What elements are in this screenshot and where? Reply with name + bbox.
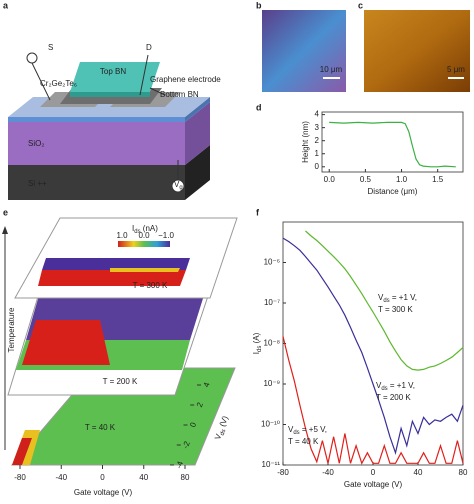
panel-label: a bbox=[3, 0, 9, 10]
scale-label: 5 μm bbox=[447, 65, 465, 74]
panel-label: d bbox=[256, 102, 262, 112]
plane-label: T = 40 K bbox=[85, 423, 116, 432]
x-tick-label: -80 bbox=[277, 468, 289, 477]
gate-label: Vg bbox=[174, 180, 183, 190]
colorbar-title: Ids (nA) bbox=[132, 224, 158, 234]
y-tick-label: 10⁻⁹ bbox=[263, 379, 280, 388]
annotation: T = 200 K bbox=[376, 393, 411, 402]
x-tick-label: 0 bbox=[100, 473, 105, 482]
annotation-part: ds bbox=[381, 386, 387, 392]
y-tick-label: 10⁻⁶ bbox=[264, 258, 280, 267]
annotation: T = 300 K bbox=[378, 305, 413, 314]
annotation: T = 40 K bbox=[288, 437, 319, 446]
annotation: Vds = +1 V, bbox=[376, 381, 415, 391]
axis-label: Vds (V) bbox=[213, 414, 231, 441]
annotation-part: V bbox=[378, 293, 384, 302]
colorbar-title-part: (nA) bbox=[141, 224, 159, 233]
y-axis-label: Height (nm) bbox=[301, 121, 310, 163]
colorbar-title-part: I bbox=[132, 224, 134, 233]
map-3d bbox=[2, 217, 238, 466]
y-axis-label-part: ds bbox=[257, 346, 263, 352]
annotation: Vds = +5 V, bbox=[288, 425, 327, 435]
x-tick-label: 80 bbox=[459, 468, 468, 477]
colorbar-title-part: ds bbox=[134, 229, 140, 235]
y-tick-label: -4 bbox=[174, 459, 185, 469]
plot-frame bbox=[321, 111, 464, 173]
terminal-label: D bbox=[146, 43, 152, 52]
y-tick-label: 10⁻⁸ bbox=[264, 339, 281, 348]
x-tick-label: 40 bbox=[414, 468, 423, 477]
annotation-part: = +1 V, bbox=[390, 293, 417, 302]
gate-label-part: g bbox=[179, 185, 182, 191]
y-tick-label: 2 bbox=[195, 401, 205, 409]
layer-label: Top BN bbox=[100, 67, 126, 76]
y-tick-label: 3 bbox=[315, 123, 320, 132]
y-tick-label: 4 bbox=[202, 381, 212, 389]
x-axis-label: Gate voltage (V) bbox=[344, 480, 403, 489]
data-line bbox=[282, 237, 464, 455]
scale-label: 10 μm bbox=[320, 65, 343, 74]
axis-label-part: ds bbox=[219, 428, 227, 436]
y-axis-label-part: (A) bbox=[252, 332, 261, 345]
panel-label: f bbox=[256, 207, 260, 217]
device-schematic bbox=[8, 52, 210, 200]
panel-label: b bbox=[256, 0, 262, 10]
annotation-part: ds bbox=[383, 298, 389, 304]
axis-label: Temperature bbox=[7, 307, 16, 352]
y-tick-label: 2 bbox=[315, 136, 320, 145]
x-tick-label: 0.5 bbox=[360, 175, 372, 184]
layer-label: Graphene electrode bbox=[150, 75, 221, 84]
x-tick-label: 80 bbox=[181, 473, 190, 482]
y-tick-label: 4 bbox=[315, 110, 320, 119]
colorbar-tick: 1.0 bbox=[116, 231, 128, 240]
x-tick-label: 0 bbox=[371, 468, 376, 477]
plane-label: T = 300 K bbox=[133, 281, 168, 290]
layer-label: SiO₂ bbox=[28, 139, 44, 148]
optical-image bbox=[262, 10, 346, 92]
annotation-part: ds bbox=[293, 430, 299, 436]
y-tick-label: -2 bbox=[181, 439, 192, 449]
y-axis-label: Ids (A) bbox=[252, 332, 262, 354]
y-tick-label: 0 bbox=[315, 162, 320, 171]
data-line bbox=[329, 121, 456, 168]
gate-label-part: V bbox=[174, 180, 180, 189]
x-tick-label: 0.0 bbox=[324, 175, 336, 184]
data-line bbox=[282, 336, 464, 465]
x-axis-label: Distance (μm) bbox=[368, 187, 418, 196]
annotation: Vds = +1 V, bbox=[378, 293, 417, 303]
terminal-label: S bbox=[48, 43, 53, 52]
annotation-part: V bbox=[376, 381, 382, 390]
x-tick-label: -40 bbox=[55, 473, 67, 482]
annotation-part: = +1 V, bbox=[388, 381, 415, 390]
y-tick-label: 10⁻¹⁰ bbox=[261, 420, 280, 429]
panel-label: c bbox=[358, 0, 363, 10]
y-tick-label: 1 bbox=[315, 149, 320, 158]
panel-label: e bbox=[3, 207, 8, 217]
x-tick-label: -80 bbox=[14, 473, 26, 482]
layer-label: Si ++ bbox=[28, 179, 47, 188]
y-tick-label: 10⁻⁷ bbox=[264, 298, 280, 307]
annotation-part: V bbox=[288, 425, 294, 434]
data-line bbox=[305, 230, 464, 371]
layer-label: Cr₂Ge₂Te₆ bbox=[40, 79, 77, 88]
x-tick-label: 40 bbox=[139, 473, 148, 482]
y-tick-label: 10⁻¹¹ bbox=[262, 460, 281, 469]
axis-label-part: V bbox=[213, 432, 224, 441]
layer-label: Bottom BN bbox=[160, 90, 199, 99]
afm-image bbox=[364, 10, 470, 92]
annotation-part: = +5 V, bbox=[300, 425, 327, 434]
y-tick-label: 0 bbox=[188, 421, 198, 429]
y-axis-label-part: I bbox=[252, 352, 261, 354]
x-tick-label: 1.5 bbox=[432, 175, 444, 184]
x-tick-label: -40 bbox=[322, 468, 334, 477]
axis-label: Gate voltage (V) bbox=[74, 488, 133, 497]
colorbar-tick: −1.0 bbox=[158, 231, 174, 240]
colorbar-tick: 0.0 bbox=[138, 231, 150, 240]
x-tick-label: 1.0 bbox=[396, 175, 408, 184]
plane-label: T = 200 K bbox=[103, 377, 138, 386]
axis-label-part: (V) bbox=[217, 414, 230, 430]
